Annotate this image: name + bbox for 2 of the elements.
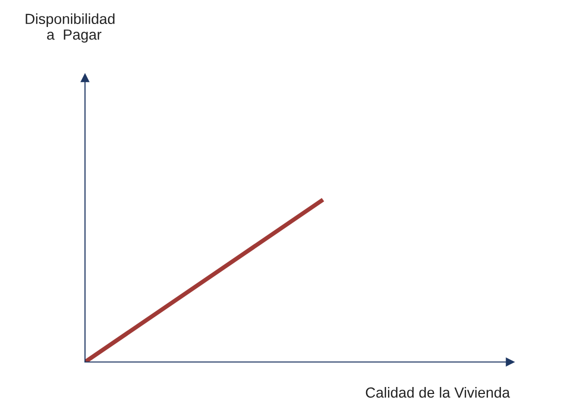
x-axis-title: Calidad de la Vivienda [366, 387, 510, 398]
text: Disponibilidad a Pagar [26, 13, 114, 43]
